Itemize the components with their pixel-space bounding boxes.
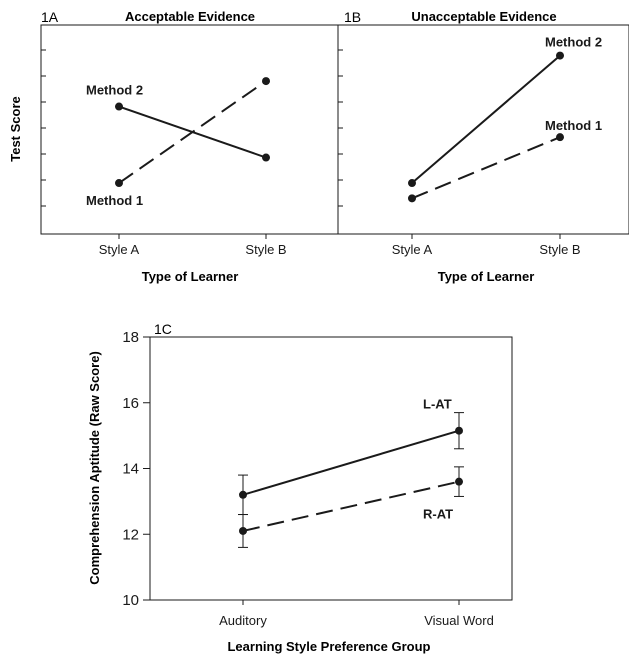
series-label: Method 1: [86, 193, 143, 208]
data-point: [408, 194, 416, 203]
data-point: [115, 102, 123, 111]
panel-1c-marks: Auditory Visual Word L-AT R-AT: [219, 397, 494, 628]
panel-1a: 1A Acceptable Evidence Test Score Type o…: [8, 9, 339, 284]
y-tick-label: 10: [122, 592, 139, 609]
panel-1c-y-axis-label: Comprehension Aptitude (Raw Score): [87, 351, 102, 585]
series-label: Method 1: [545, 118, 602, 133]
data-point: [115, 179, 123, 188]
data-point: [262, 153, 270, 162]
data-point: [556, 51, 564, 60]
data-point: [455, 426, 463, 435]
x-tick-label: Style B: [539, 242, 580, 257]
panel-1c-y-ticks: 10 12 14 16 18: [122, 329, 150, 609]
panel-1a-y-ticks: [41, 49, 46, 207]
panel-1c-label: 1C: [154, 321, 172, 337]
data-point: [262, 77, 270, 86]
y-tick-label: 14: [122, 461, 139, 478]
panel-1a-x-axis-label: Type of Learner: [142, 269, 239, 284]
data-point: [239, 490, 247, 499]
panel-1b-label: 1B: [344, 9, 361, 25]
x-tick-label: Style A: [99, 242, 140, 257]
panel-1b-title: Unacceptable Evidence: [411, 9, 556, 24]
series-label: Method 2: [545, 35, 602, 50]
panel-1a-y-axis-label: Test Score: [8, 96, 23, 162]
panel-1a-title: Acceptable Evidence: [125, 9, 255, 24]
data-point: [408, 179, 416, 188]
x-tick-label: Style B: [245, 242, 286, 257]
data-point: [455, 477, 463, 486]
series-line: [411, 54, 561, 184]
panel-1b-frame: [337, 24, 629, 235]
panel-1b: 1B Unacceptable Evidence Type of Learner…: [337, 9, 629, 284]
x-tick-label: Visual Word: [424, 613, 494, 628]
panel-1b-x-axis-label: Type of Learner: [438, 269, 535, 284]
panel-1a-marks: Style A Style B Method 2 Method 1: [86, 77, 287, 257]
x-tick-label: Auditory: [219, 613, 267, 628]
data-point: [239, 526, 247, 535]
panel-1a-label: 1A: [41, 9, 59, 25]
panel-1c-x-axis-label: Learning Style Preference Group: [227, 639, 430, 654]
y-tick-label: 16: [122, 395, 139, 412]
panel-1c: 1C Comprehension Aptitude (Raw Score) Le…: [87, 321, 513, 654]
series-label: Method 2: [86, 83, 143, 98]
series-line: [242, 429, 460, 496]
data-point: [556, 133, 564, 142]
series-line: [242, 480, 460, 532]
series-label: L-AT: [423, 397, 452, 412]
panel-1b-marks: Style A Style B Method 2 Method 1: [338, 35, 602, 257]
series-line: [411, 136, 561, 200]
y-tick-label: 18: [122, 329, 139, 346]
series-line: [118, 80, 267, 184]
x-tick-label: Style A: [392, 242, 433, 257]
y-tick-label: 12: [122, 526, 139, 543]
series-label: R-AT: [423, 507, 453, 522]
